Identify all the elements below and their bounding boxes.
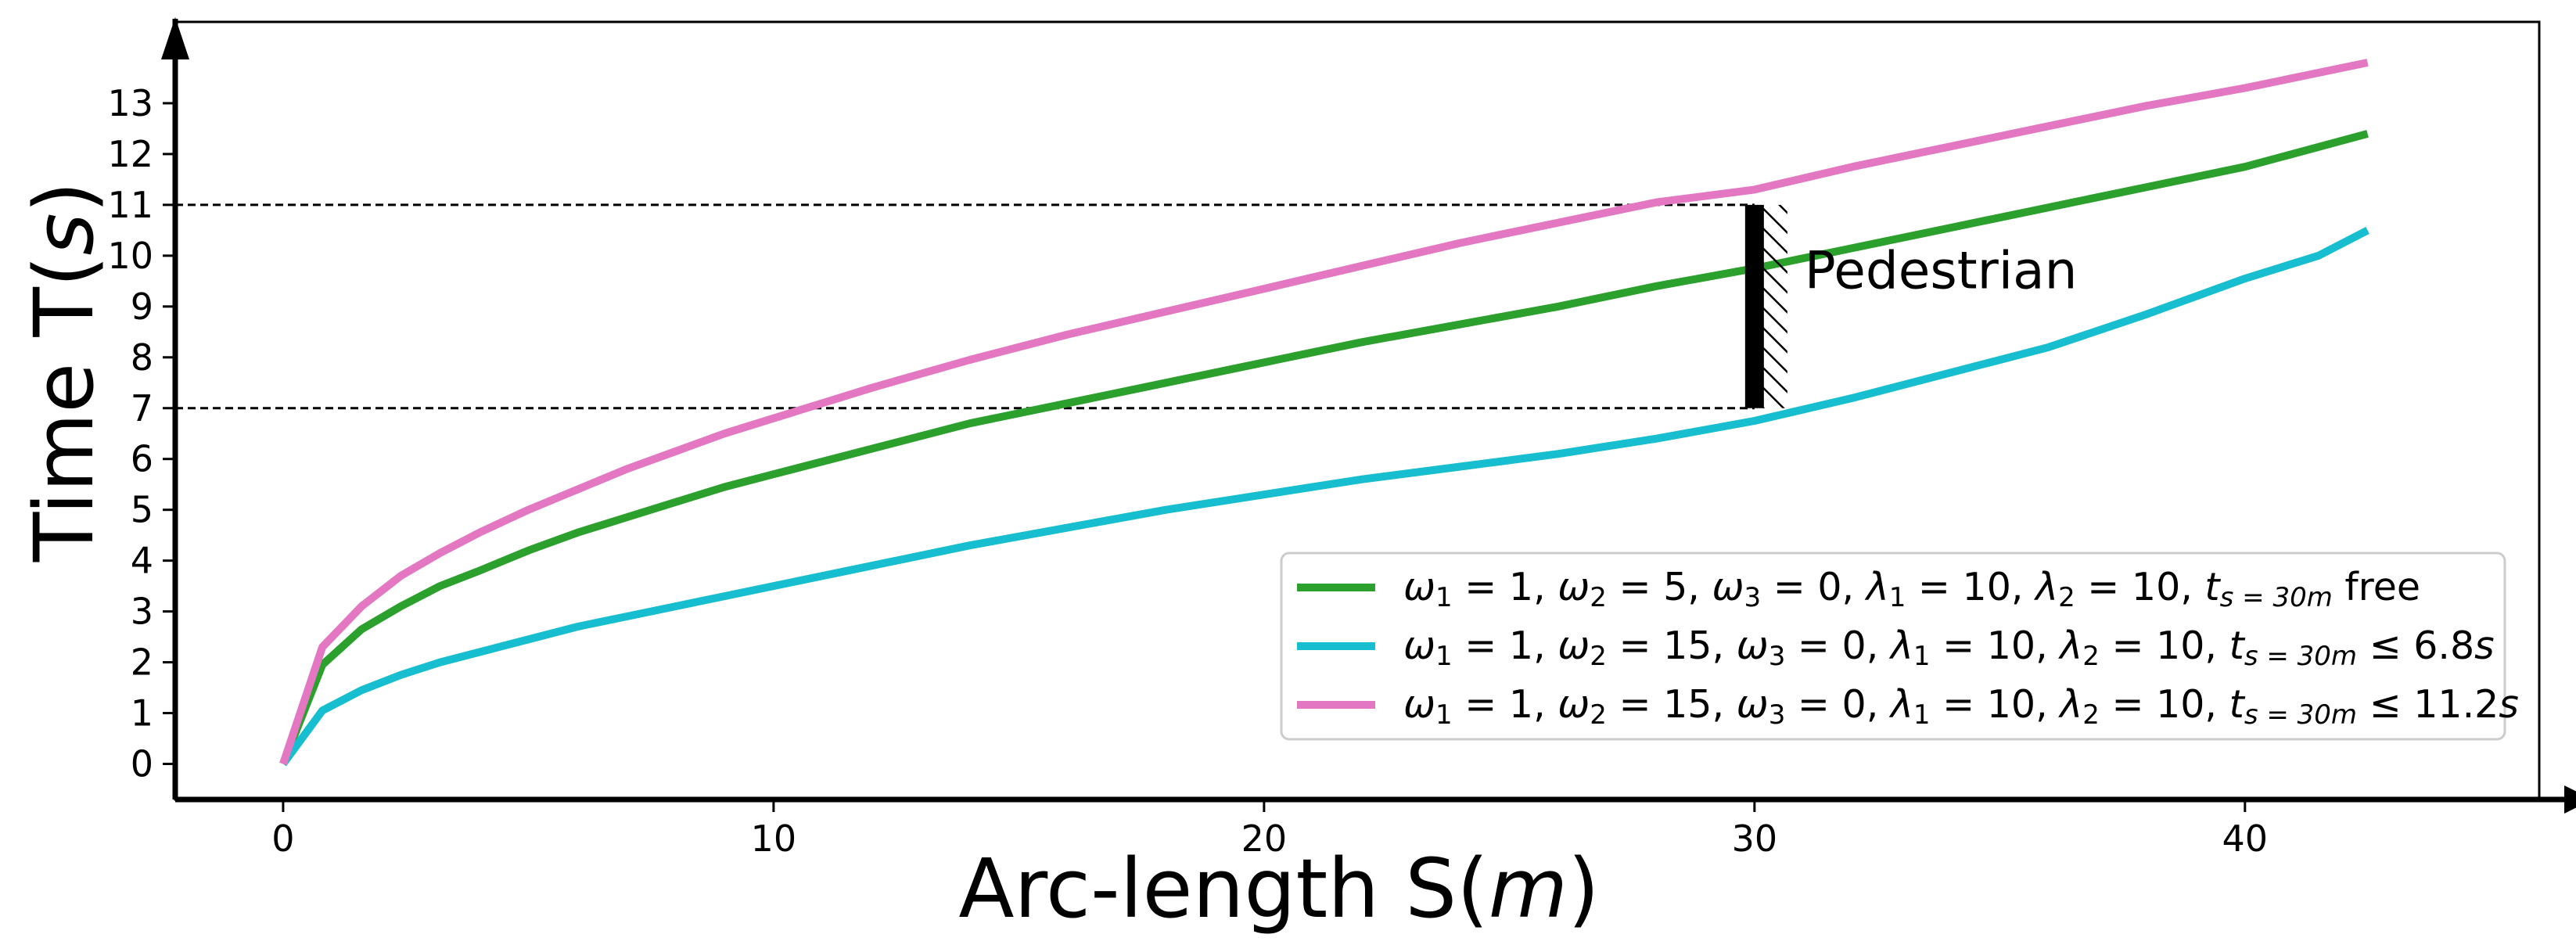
x-tick-label: 10 — [751, 817, 797, 860]
x-tick-label: 40 — [2222, 817, 2269, 860]
y-tick-label: 9 — [131, 286, 153, 328]
y-tick-label: 11 — [107, 184, 153, 226]
y-tick-label: 10 — [107, 235, 153, 277]
series-line-1 — [279, 130, 2369, 766]
x-tick-label: 30 — [1732, 817, 1778, 860]
y-tick-label: 13 — [107, 82, 153, 124]
y-tick-label: 2 — [131, 641, 153, 684]
y-tick-label: 8 — [131, 336, 153, 379]
legend-label-3: ω1 = 1, ω2 = 15, ω3 = 0, λ1 = 10, λ2 = 1… — [1403, 682, 2519, 731]
obstacle-hatch — [1762, 204, 1787, 408]
y-tick-label: 3 — [131, 591, 153, 633]
y-tick-label: 6 — [131, 438, 153, 480]
obstacle-bar — [1744, 204, 1764, 408]
y-tick-label: 0 — [131, 743, 153, 785]
x-axis-arrowhead — [2564, 785, 2576, 814]
y-tick-label: 12 — [107, 133, 153, 175]
legend-box — [1280, 552, 2506, 741]
y-axis-title: Time T(s) — [16, 181, 112, 562]
y-axis-arrowhead — [161, 17, 189, 59]
y-tick-label: 1 — [131, 692, 153, 735]
y-tick-label: 7 — [131, 387, 153, 429]
x-tick-label: 0 — [271, 817, 294, 860]
legend-label-2: ω1 = 1, ω2 = 15, ω3 = 0, λ1 = 10, λ2 = 1… — [1403, 623, 2495, 672]
y-tick-label: 5 — [131, 489, 153, 531]
x-tick-label: 20 — [1241, 817, 1288, 860]
obstacle-label: Pedestrian — [1805, 240, 2078, 300]
legend-label-1: ω1 = 1, ω2 = 5, ω3 = 0, λ1 = 10, λ2 = 10… — [1403, 565, 2420, 613]
y-tick-label: 4 — [131, 540, 153, 582]
series-line-3 — [279, 59, 2369, 766]
x-axis-title: Arc-length S(m) — [958, 841, 1599, 936]
series-line-2 — [279, 226, 2369, 767]
